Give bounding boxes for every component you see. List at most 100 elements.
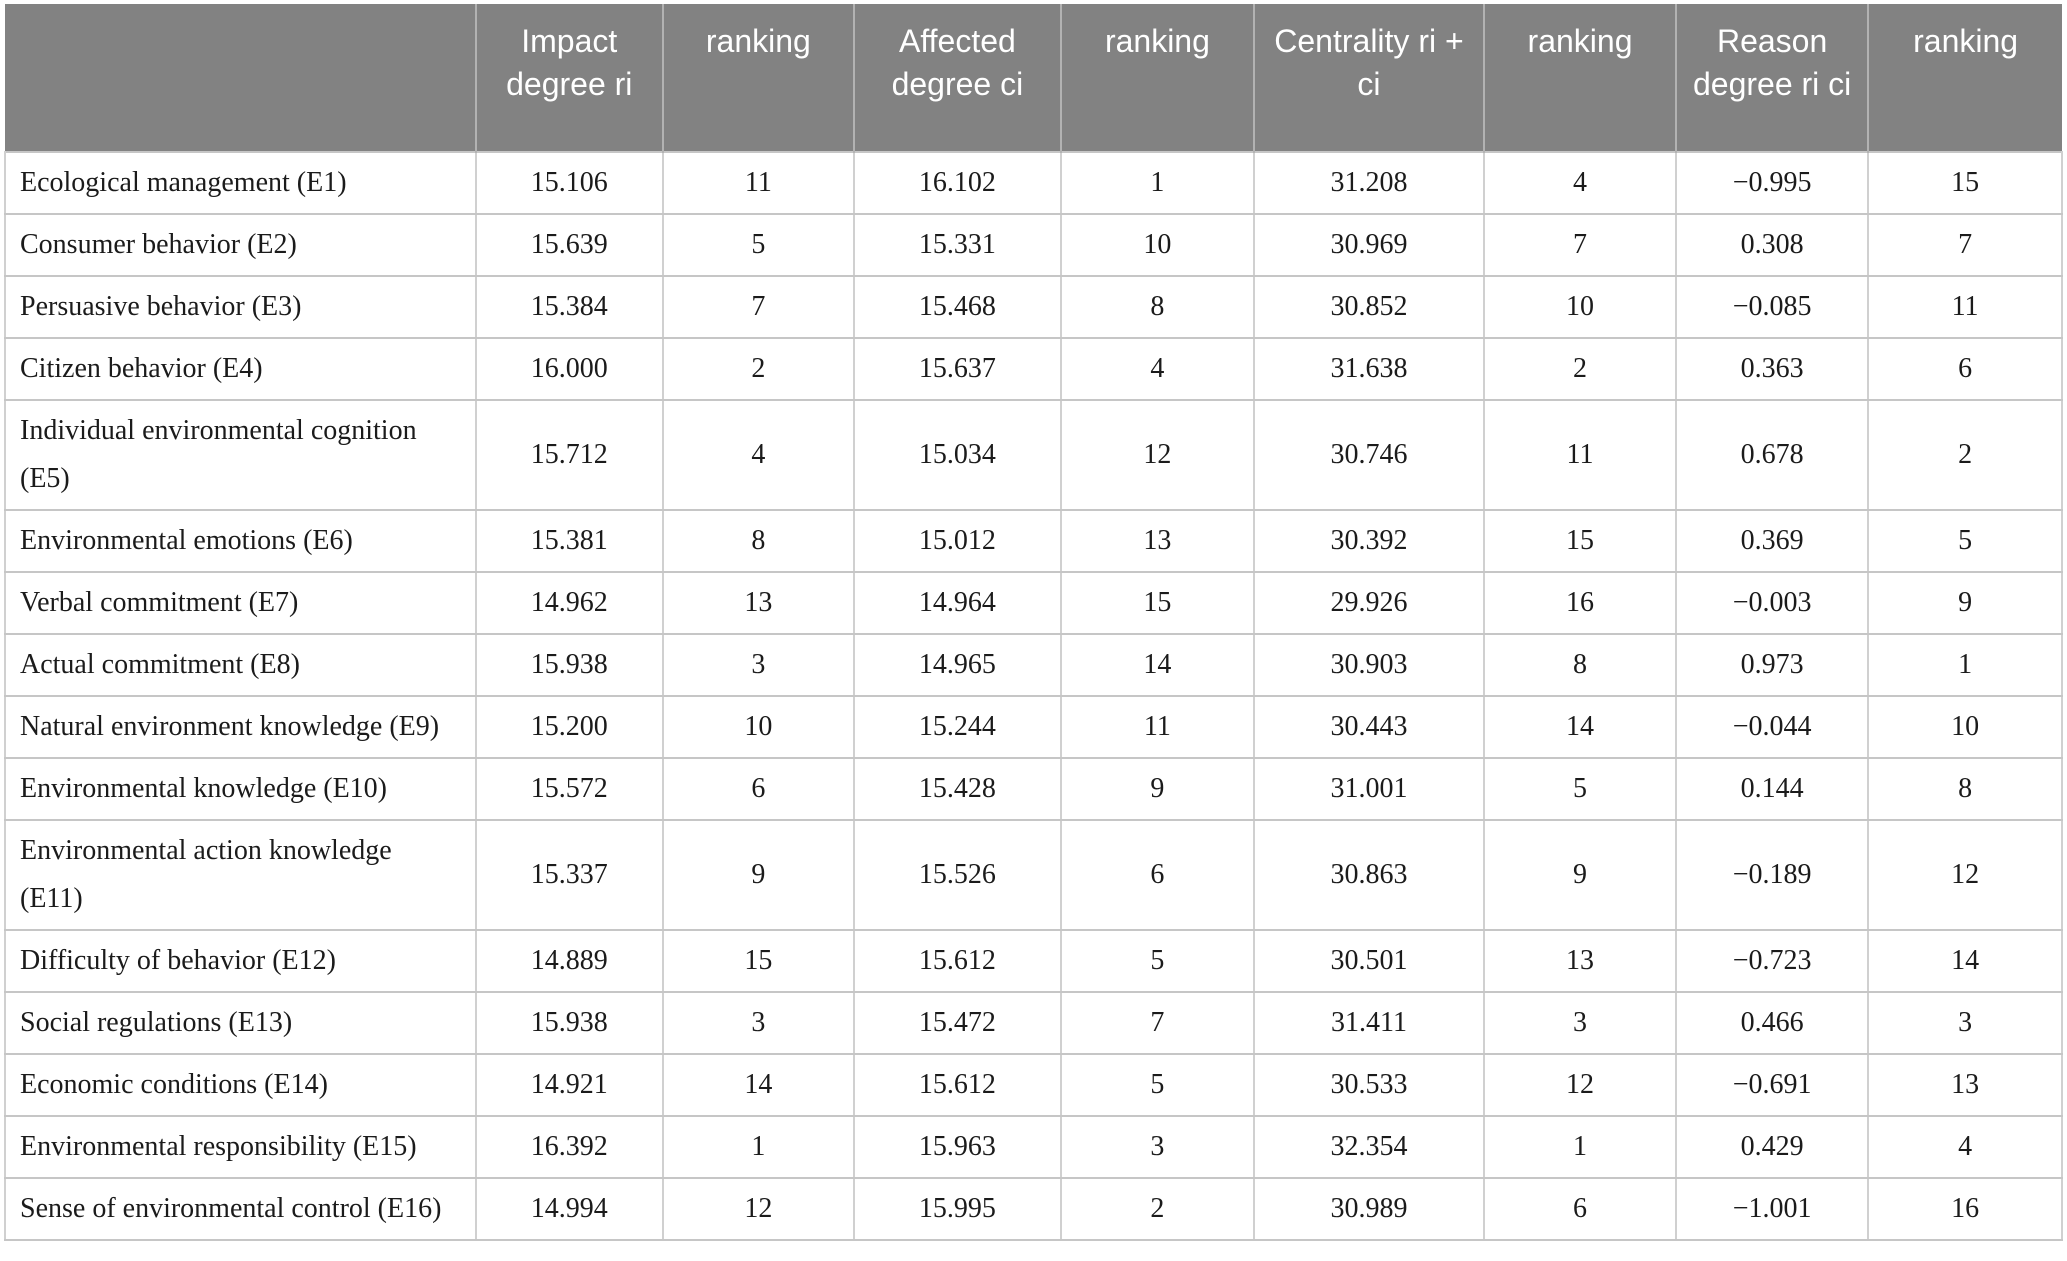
row-label: Environmental responsibility (E15) [4, 1115, 477, 1179]
cell-value: 15.639 [474, 213, 664, 277]
row-label: Environmental knowledge (E10) [4, 757, 477, 821]
cell-value: 3 [661, 991, 855, 1055]
cell-value: 32.354 [1252, 1115, 1485, 1179]
cell-value: 15.244 [852, 695, 1062, 759]
cell-value: 9 [1867, 571, 2063, 635]
cell-value: 11 [1059, 695, 1255, 759]
cell-value: 5 [1059, 929, 1255, 993]
cell-value: 15.637 [852, 337, 1062, 401]
cell-value: 9 [1059, 757, 1255, 821]
cell-value: 8 [661, 509, 855, 573]
cell-value: 7 [661, 275, 855, 339]
row-label: Verbal commitment (E7) [4, 571, 477, 635]
cell-value: 15.572 [474, 757, 664, 821]
cell-value: 11 [1867, 275, 2063, 339]
cell-value: 8 [1482, 633, 1678, 697]
table-row: Social regulations (E13) 15.938 3 15.472 7 31… [4, 991, 2063, 1055]
cell-value: 15.938 [474, 633, 664, 697]
cell-value: −0.995 [1675, 151, 1870, 215]
header-cell-ranking-4: ranking [1868, 4, 2062, 152]
table-header: Impact degree ri ranking Affected degree… [5, 4, 2062, 152]
row-label: Persuasive behavior (E3) [4, 275, 477, 339]
cell-value: 15.381 [474, 509, 664, 573]
cell-value: 14 [1482, 695, 1678, 759]
cell-value: 6 [1059, 819, 1255, 931]
table-row: Citizen behavior (E4) 16.000 2 15.637 4 31.63… [4, 337, 2063, 401]
cell-value: −1.001 [1675, 1177, 1870, 1241]
cell-value: 31.411 [1252, 991, 1485, 1055]
cell-value: 2 [1059, 1177, 1255, 1241]
cell-value: 9 [661, 819, 855, 931]
cell-value: 15.963 [852, 1115, 1062, 1179]
cell-value: 12 [1867, 819, 2063, 931]
header-cell-affected-degree: Affected degree ci [853, 4, 1062, 152]
table-row: Ecological management (E1) 15.106 11 16.102… [4, 151, 2063, 215]
cell-value: 15.468 [852, 275, 1062, 339]
cell-value: 2 [661, 337, 855, 401]
header-cell-ranking-3: ranking [1483, 4, 1678, 152]
cell-value: 15.526 [852, 819, 1062, 931]
cell-value: 30.392 [1252, 509, 1485, 573]
table-body: Ecological management (E1) 15.106 11 16.102… [4, 151, 2063, 1241]
cell-value: 6 [1482, 1177, 1678, 1241]
row-label: Sense of environmental control (E16) [4, 1177, 477, 1241]
cell-value: 30.443 [1252, 695, 1485, 759]
cell-value: 31.208 [1252, 151, 1485, 215]
row-label: Citizen behavior (E4) [4, 337, 477, 401]
cell-value: 1 [1059, 151, 1255, 215]
cell-value: 8 [1059, 275, 1255, 339]
cell-value: 14 [1867, 929, 2063, 993]
cell-value: 16 [1867, 1177, 2063, 1241]
table-row: Environmental action knowledge (E11) 15.3… [4, 819, 2063, 931]
cell-value: 5 [1482, 757, 1678, 821]
cell-value: 12 [1482, 1053, 1678, 1117]
cell-value: 5 [1059, 1053, 1255, 1117]
cell-value: 15.012 [852, 509, 1062, 573]
cell-value: 9 [1482, 819, 1678, 931]
cell-value: −0.723 [1675, 929, 1870, 993]
cell-value: 12 [661, 1177, 855, 1241]
cell-value: 10 [661, 695, 855, 759]
cell-value: 29.926 [1252, 571, 1485, 635]
row-label: Consumer behavior (E2) [4, 213, 477, 277]
cell-value: 7 [1867, 213, 2063, 277]
row-label: Difficulty of behavior (E12) [4, 929, 477, 993]
cell-value: 14.965 [852, 633, 1062, 697]
cell-value: 16.102 [852, 151, 1062, 215]
cell-value: 3 [1867, 991, 2063, 1055]
table-row: Environmental emotions (E6) 15.381 8 15.012… [4, 509, 2063, 573]
table-row: Natural environment knowledge (E9) 15.200… [4, 695, 2063, 759]
cell-value: 12 [1059, 399, 1255, 511]
cell-value: 2 [1867, 399, 2063, 511]
cell-value: 0.429 [1675, 1115, 1870, 1179]
cell-value: 14.889 [474, 929, 664, 993]
cell-value: 30.989 [1252, 1177, 1485, 1241]
cell-value: −0.189 [1675, 819, 1870, 931]
cell-value: 0.369 [1675, 509, 1870, 573]
header-cell-reason-degree: Reason degree ri ci [1676, 4, 1870, 152]
table-row: Verbal commitment (E7) 14.962 13 14.964 15 29… [4, 571, 2063, 635]
table-row: Environmental knowledge (E10) 15.572 6 15.4… [4, 757, 2063, 821]
cell-value: 14.921 [474, 1053, 664, 1117]
row-label: Social regulations (E13) [4, 991, 477, 1055]
cell-value: 13 [1059, 509, 1255, 573]
row-label: Individual environmental cognition (E5) [4, 399, 477, 511]
cell-value: 15.384 [474, 275, 664, 339]
cell-value: 30.533 [1252, 1053, 1485, 1117]
cell-value: 13 [1867, 1053, 2063, 1117]
cell-value: 16.000 [474, 337, 664, 401]
header-cell-centrality: Centrality ri + ci [1253, 4, 1485, 152]
cell-value: 31.638 [1252, 337, 1485, 401]
cell-value: 0.363 [1675, 337, 1870, 401]
cell-value: 3 [661, 633, 855, 697]
cell-value: 14.964 [852, 571, 1062, 635]
cell-value: 15.331 [852, 213, 1062, 277]
cell-value: 4 [1059, 337, 1255, 401]
cell-value: 30.863 [1252, 819, 1485, 931]
cell-value: 15.106 [474, 151, 664, 215]
cell-value: 15.938 [474, 991, 664, 1055]
cell-value: 15.995 [852, 1177, 1062, 1241]
cell-value: −0.085 [1675, 275, 1870, 339]
header-cell-impact-degree: Impact degree ri [475, 4, 664, 152]
cell-value: −0.044 [1675, 695, 1870, 759]
